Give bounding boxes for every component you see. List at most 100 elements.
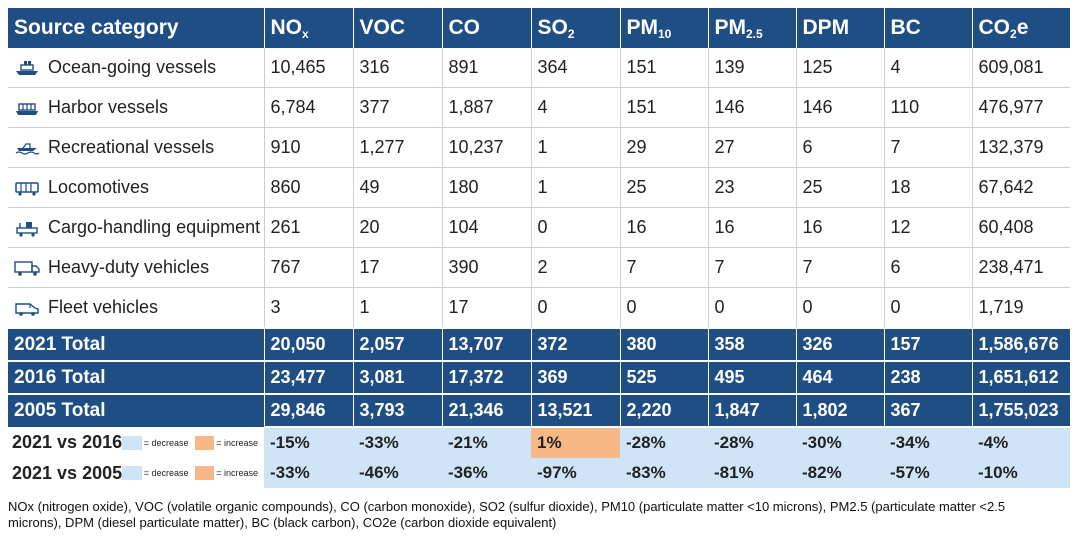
so2-change-cell: -97% [531,458,620,488]
bc-cell: 110 [884,87,973,128]
pm10-total-cell: 2,220 [620,393,709,427]
so2-cell: 0 [531,287,621,329]
so2-cell: 364 [531,48,621,88]
dpm-total-cell: 464 [796,360,885,394]
pm10-change-cell: -28% [620,426,708,458]
co-cell: 891 [442,48,532,88]
source-category-label: Heavy-duty vehicles [48,257,210,277]
voc-total-cell: 3,793 [353,393,443,427]
co-total-cell: 13,707 [442,327,532,361]
dpm-change-cell: -30% [796,426,884,458]
source-category-cell: Recreational vessels [8,127,265,168]
total-label: 2016 Total [8,360,265,394]
pm25-total-cell: 1,847 [708,393,797,427]
co2e-change-cell: -4% [972,426,1070,458]
dpm-total-cell: 326 [796,327,885,361]
total-label: 2021 Total [8,327,265,361]
co-cell: 390 [442,247,532,288]
co-cell: 10,237 [442,127,532,168]
nox-change-cell: -15% [264,426,353,458]
dpm-cell: 16 [796,207,885,248]
so2-total-cell: 13,521 [531,393,621,427]
bc-cell: 0 [884,287,973,329]
nox-cell: 6,784 [264,87,354,128]
source-category-cell: Fleet vehicles [8,287,265,329]
header-so2: SO2 [531,8,621,48]
co2e-total-cell: 1,651,612 [972,360,1070,394]
nox-cell: 767 [264,247,354,288]
so2-cell: 0 [531,207,621,248]
pm10-cell: 29 [620,127,709,168]
co2e-cell: 476,977 [972,87,1070,128]
source-category-cell: Heavy-duty vehicles [8,247,265,288]
pm25-cell: 0 [708,287,797,329]
speedboat-icon [14,139,40,157]
so2-cell: 1 [531,127,621,168]
nox-total-cell: 23,477 [264,360,354,394]
voc-cell: 20 [353,207,443,248]
header-bc: BC [884,8,973,48]
voc-cell: 1,277 [353,127,443,168]
voc-change-cell: -46% [353,458,442,488]
table-row: Recreational vessels 910 1,277 10,237 1 29 27 6… [8,127,1070,168]
header-dpm: DPM [796,8,885,48]
so2-cell: 2 [531,247,621,288]
pm25-total-cell: 358 [708,327,797,361]
voc-cell: 316 [353,48,443,88]
source-category-label: Harbor vessels [48,97,169,117]
co2e-total-cell: 1,755,023 [972,393,1070,427]
source-category-label: Fleet vehicles [48,297,159,317]
pm10-total-cell: 380 [620,327,709,361]
co-cell: 104 [442,207,532,248]
total-row: 2005 Total 29,846 3,793 21,346 13,521 2,220 1,… [8,393,1070,427]
pm25-cell: 146 [708,87,797,128]
header-source-category: Source category [8,8,265,48]
co2e-cell: 67,642 [972,167,1070,208]
co2e-cell: 609,081 [972,48,1070,88]
dpm-cell: 7 [796,247,885,288]
decrease-swatch [122,466,142,480]
co-cell: 17 [442,287,532,329]
co-change-cell: -36% [442,458,531,488]
total-row: 2016 Total 23,477 3,081 17,372 369 525 495 464 2… [8,360,1070,394]
source-category-cell: Ocean-going vessels [8,48,265,88]
increase-legend-text: = increase [216,437,258,448]
co-change-cell: -21% [442,426,531,458]
increase-legend-text: = increase [216,468,258,478]
pm25-change-cell: -28% [708,426,796,458]
nox-change-cell: -33% [264,458,353,488]
voc-cell: 49 [353,167,443,208]
truck-icon [14,259,40,277]
bc-cell: 4 [884,48,973,88]
source-category-label: Recreational vessels [48,137,215,157]
table-row: Harbor vessels 6,784 377 1,887 4 151 146 146 110… [8,87,1070,128]
dpm-cell: 125 [796,48,885,88]
dpm-change-cell: -82% [796,458,884,488]
dpm-cell: 0 [796,287,885,329]
comparison-row: 2021 vs 2005 = decrease = increase -33% -46%… [8,458,1070,488]
nox-cell: 10,465 [264,48,354,88]
ship-icon [14,59,40,77]
pm10-cell: 151 [620,48,709,88]
bc-change-cell: -57% [884,458,972,488]
pm25-cell: 7 [708,247,797,288]
footnote: NOx (nitrogen oxide), VOC (volatile orga… [8,499,1006,530]
source-category-label: Locomotives [48,177,150,197]
table-row: Locomotives 860 49 180 1 25 23 25 18 67,642 [8,167,1070,208]
voc-change-cell: -33% [353,426,442,458]
nox-total-cell: 29,846 [264,393,354,427]
total-row: 2021 Total 20,050 2,057 13,707 372 380 358 326 1… [8,327,1070,361]
comparison-label: 2021 vs 2005 [12,462,123,483]
voc-total-cell: 3,081 [353,360,443,394]
comparison-label: 2021 vs 2016 [12,432,123,452]
total-label: 2005 Total [8,393,265,427]
train-icon [14,179,40,197]
bc-cell: 18 [884,167,973,208]
so2-cell: 4 [531,87,621,128]
so2-total-cell: 372 [531,327,621,361]
dpm-cell: 6 [796,127,885,168]
dpm-cell: 146 [796,87,885,128]
header-co2e: CO2e [972,8,1070,48]
increase-swatch [194,435,215,450]
